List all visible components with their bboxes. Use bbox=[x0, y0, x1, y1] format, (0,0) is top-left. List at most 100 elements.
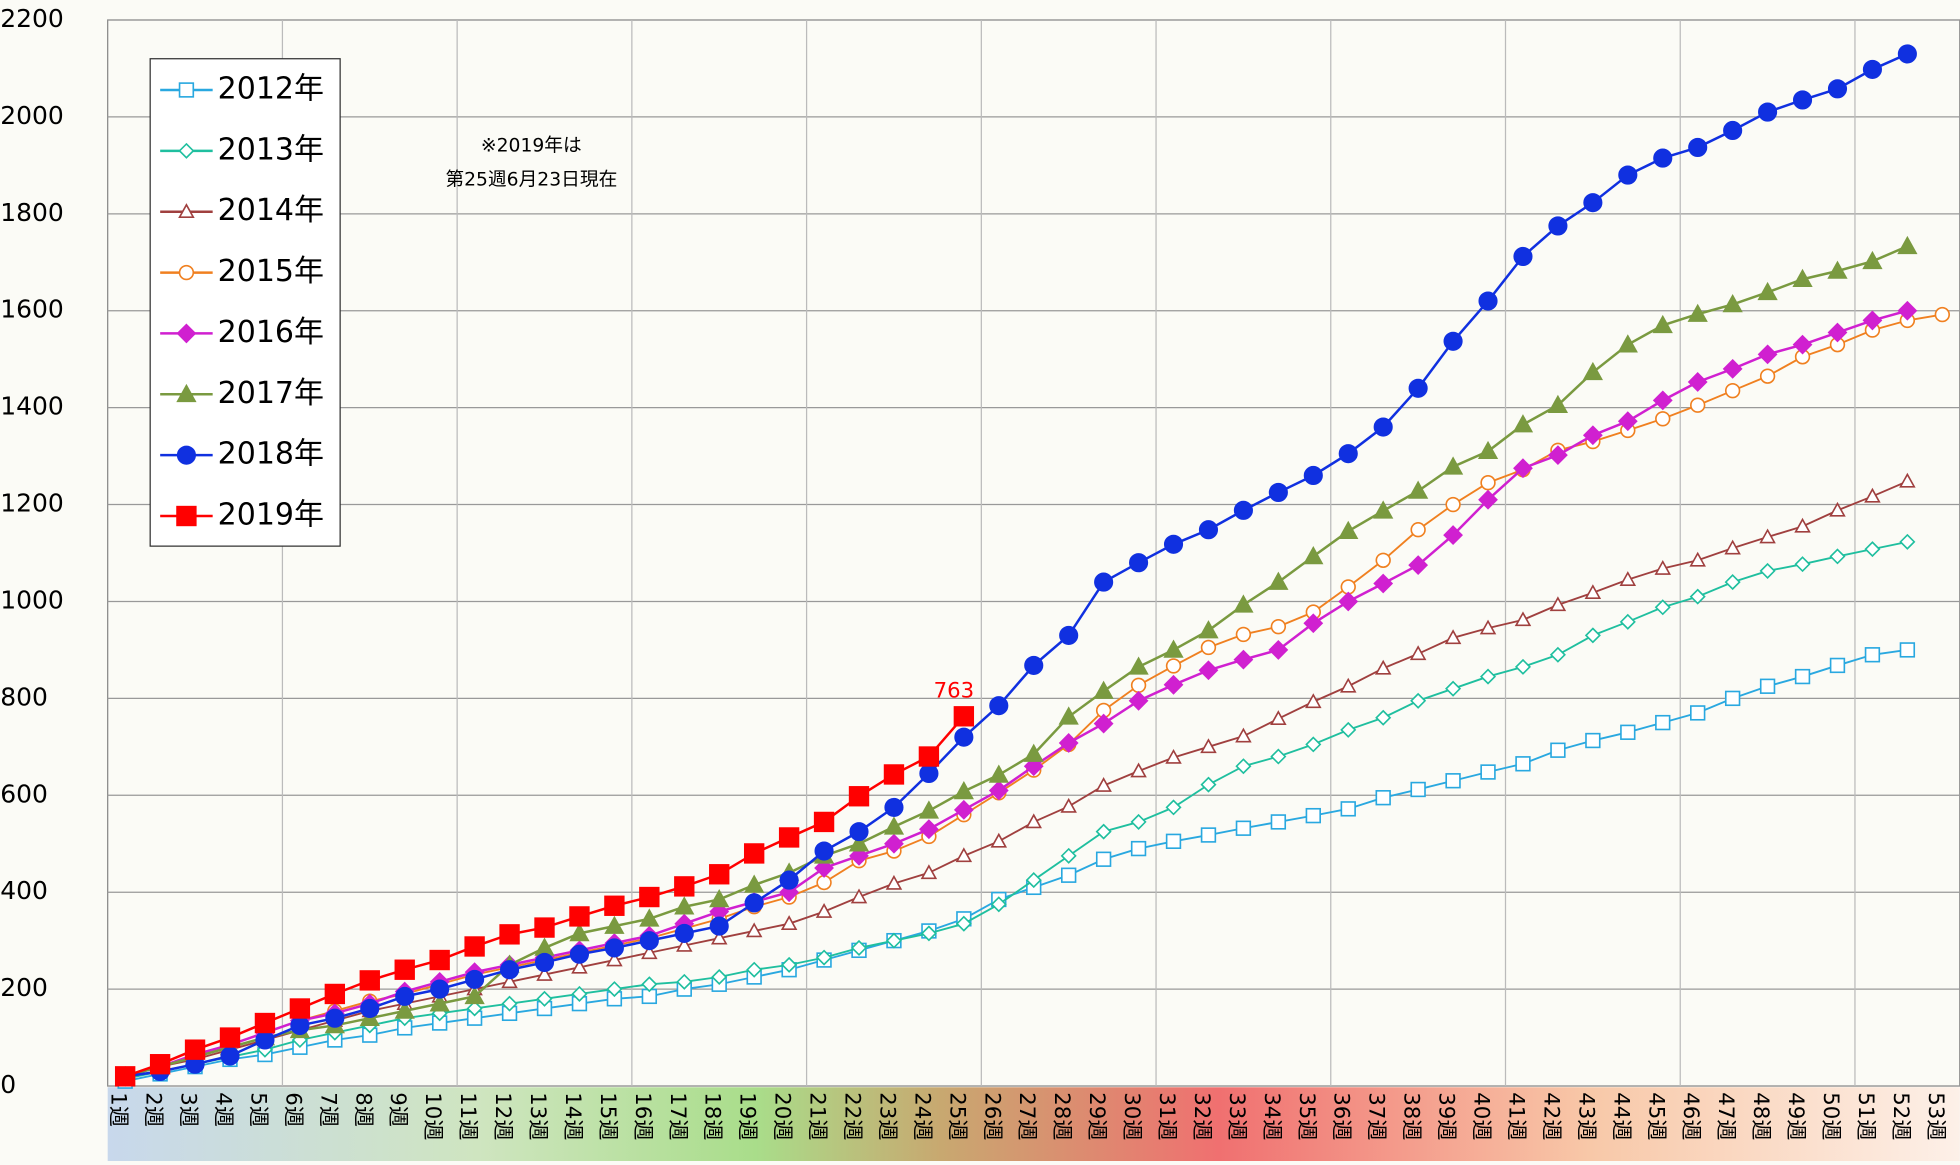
marker bbox=[464, 936, 485, 957]
x-tick-label: 18週 bbox=[700, 1092, 725, 1140]
marker bbox=[1862, 59, 1882, 79]
marker bbox=[465, 969, 485, 989]
marker bbox=[1618, 165, 1638, 185]
marker bbox=[178, 142, 195, 159]
marker bbox=[1687, 372, 1708, 392]
note: ※2019年は bbox=[481, 136, 582, 157]
marker bbox=[710, 929, 728, 945]
marker bbox=[1792, 334, 1813, 355]
x-axis-band bbox=[107, 1087, 1960, 1161]
y-tick-label: 200 bbox=[0, 973, 48, 1002]
marker bbox=[1723, 120, 1743, 141]
series-line bbox=[124, 245, 1908, 1078]
x-tick-label: 1週 bbox=[106, 1092, 131, 1127]
x-tick-label: 15週 bbox=[595, 1092, 620, 1140]
marker bbox=[639, 908, 660, 927]
marker bbox=[1445, 773, 1461, 789]
marker bbox=[709, 889, 730, 908]
plot-frame bbox=[107, 19, 1960, 1087]
marker bbox=[1270, 710, 1287, 726]
marker bbox=[639, 931, 659, 951]
marker bbox=[1690, 705, 1706, 721]
marker bbox=[1165, 833, 1182, 850]
marker bbox=[988, 764, 1009, 783]
marker bbox=[254, 1012, 276, 1034]
marker bbox=[781, 956, 798, 973]
marker bbox=[848, 833, 870, 852]
x-tick-label: 47週 bbox=[1713, 1092, 1738, 1140]
marker bbox=[1513, 458, 1533, 479]
marker bbox=[674, 896, 695, 915]
marker bbox=[1268, 482, 1288, 502]
marker bbox=[1024, 655, 1044, 675]
marker bbox=[1233, 649, 1254, 670]
marker bbox=[1025, 872, 1042, 889]
marker bbox=[464, 985, 485, 1005]
x-tick-label: 45週 bbox=[1643, 1092, 1668, 1140]
y-tick-label: 0 bbox=[0, 1070, 16, 1099]
marker bbox=[1303, 613, 1324, 634]
marker bbox=[1200, 639, 1217, 656]
marker bbox=[1058, 706, 1079, 725]
marker bbox=[1200, 738, 1217, 754]
x-tick-label: 42週 bbox=[1538, 1092, 1563, 1140]
marker bbox=[255, 1030, 275, 1050]
marker bbox=[1515, 756, 1531, 772]
marker bbox=[955, 915, 972, 932]
marker bbox=[1584, 584, 1602, 600]
marker bbox=[1794, 668, 1811, 685]
x-tick-label: 22週 bbox=[840, 1092, 865, 1140]
marker bbox=[1444, 629, 1462, 645]
marker bbox=[114, 1066, 136, 1087]
marker bbox=[1550, 742, 1566, 758]
marker bbox=[988, 780, 1009, 801]
marker bbox=[1759, 368, 1776, 384]
marker bbox=[534, 917, 555, 938]
x-tick-label: 50週 bbox=[1818, 1092, 1843, 1140]
marker bbox=[849, 822, 869, 842]
marker bbox=[1060, 797, 1077, 813]
marker bbox=[1060, 867, 1077, 883]
x-tick-label: 19週 bbox=[735, 1092, 760, 1140]
marker bbox=[1792, 268, 1813, 288]
marker bbox=[1270, 748, 1287, 765]
x-tick-label: 38週 bbox=[1399, 1092, 1424, 1140]
marker bbox=[1584, 627, 1601, 644]
marker bbox=[1058, 733, 1079, 753]
marker bbox=[954, 727, 974, 747]
marker bbox=[1303, 465, 1323, 486]
y-tick-label: 800 bbox=[0, 682, 48, 711]
y-tick-label: 1000 bbox=[0, 585, 64, 614]
marker bbox=[1095, 777, 1112, 792]
marker bbox=[1655, 714, 1671, 731]
marker bbox=[1094, 572, 1114, 592]
marker bbox=[1479, 619, 1497, 635]
x-tick-label: 41週 bbox=[1503, 1092, 1528, 1140]
x-tick-label: 49週 bbox=[1783, 1092, 1808, 1140]
marker bbox=[918, 800, 940, 819]
marker bbox=[953, 706, 975, 727]
x-tick-label: 14週 bbox=[560, 1092, 585, 1140]
marker bbox=[1408, 378, 1428, 398]
marker bbox=[1583, 193, 1603, 213]
marker bbox=[1338, 520, 1359, 540]
marker bbox=[1514, 611, 1532, 627]
marker bbox=[850, 888, 868, 904]
marker bbox=[1652, 390, 1673, 411]
marker bbox=[744, 893, 764, 913]
marker bbox=[813, 811, 835, 833]
marker bbox=[1582, 425, 1603, 446]
marker bbox=[1722, 294, 1743, 313]
marker bbox=[604, 915, 625, 934]
marker bbox=[1375, 552, 1391, 568]
x-tick-label: 8週 bbox=[350, 1092, 375, 1127]
marker bbox=[989, 696, 1009, 716]
marker bbox=[178, 82, 195, 98]
marker bbox=[1759, 678, 1776, 694]
x-tick-label: 53週 bbox=[1923, 1092, 1948, 1140]
marker bbox=[501, 973, 518, 989]
legend-label: 2013年 bbox=[218, 132, 324, 167]
marker bbox=[1165, 799, 1182, 816]
marker bbox=[1338, 591, 1359, 612]
marker bbox=[1548, 445, 1568, 466]
